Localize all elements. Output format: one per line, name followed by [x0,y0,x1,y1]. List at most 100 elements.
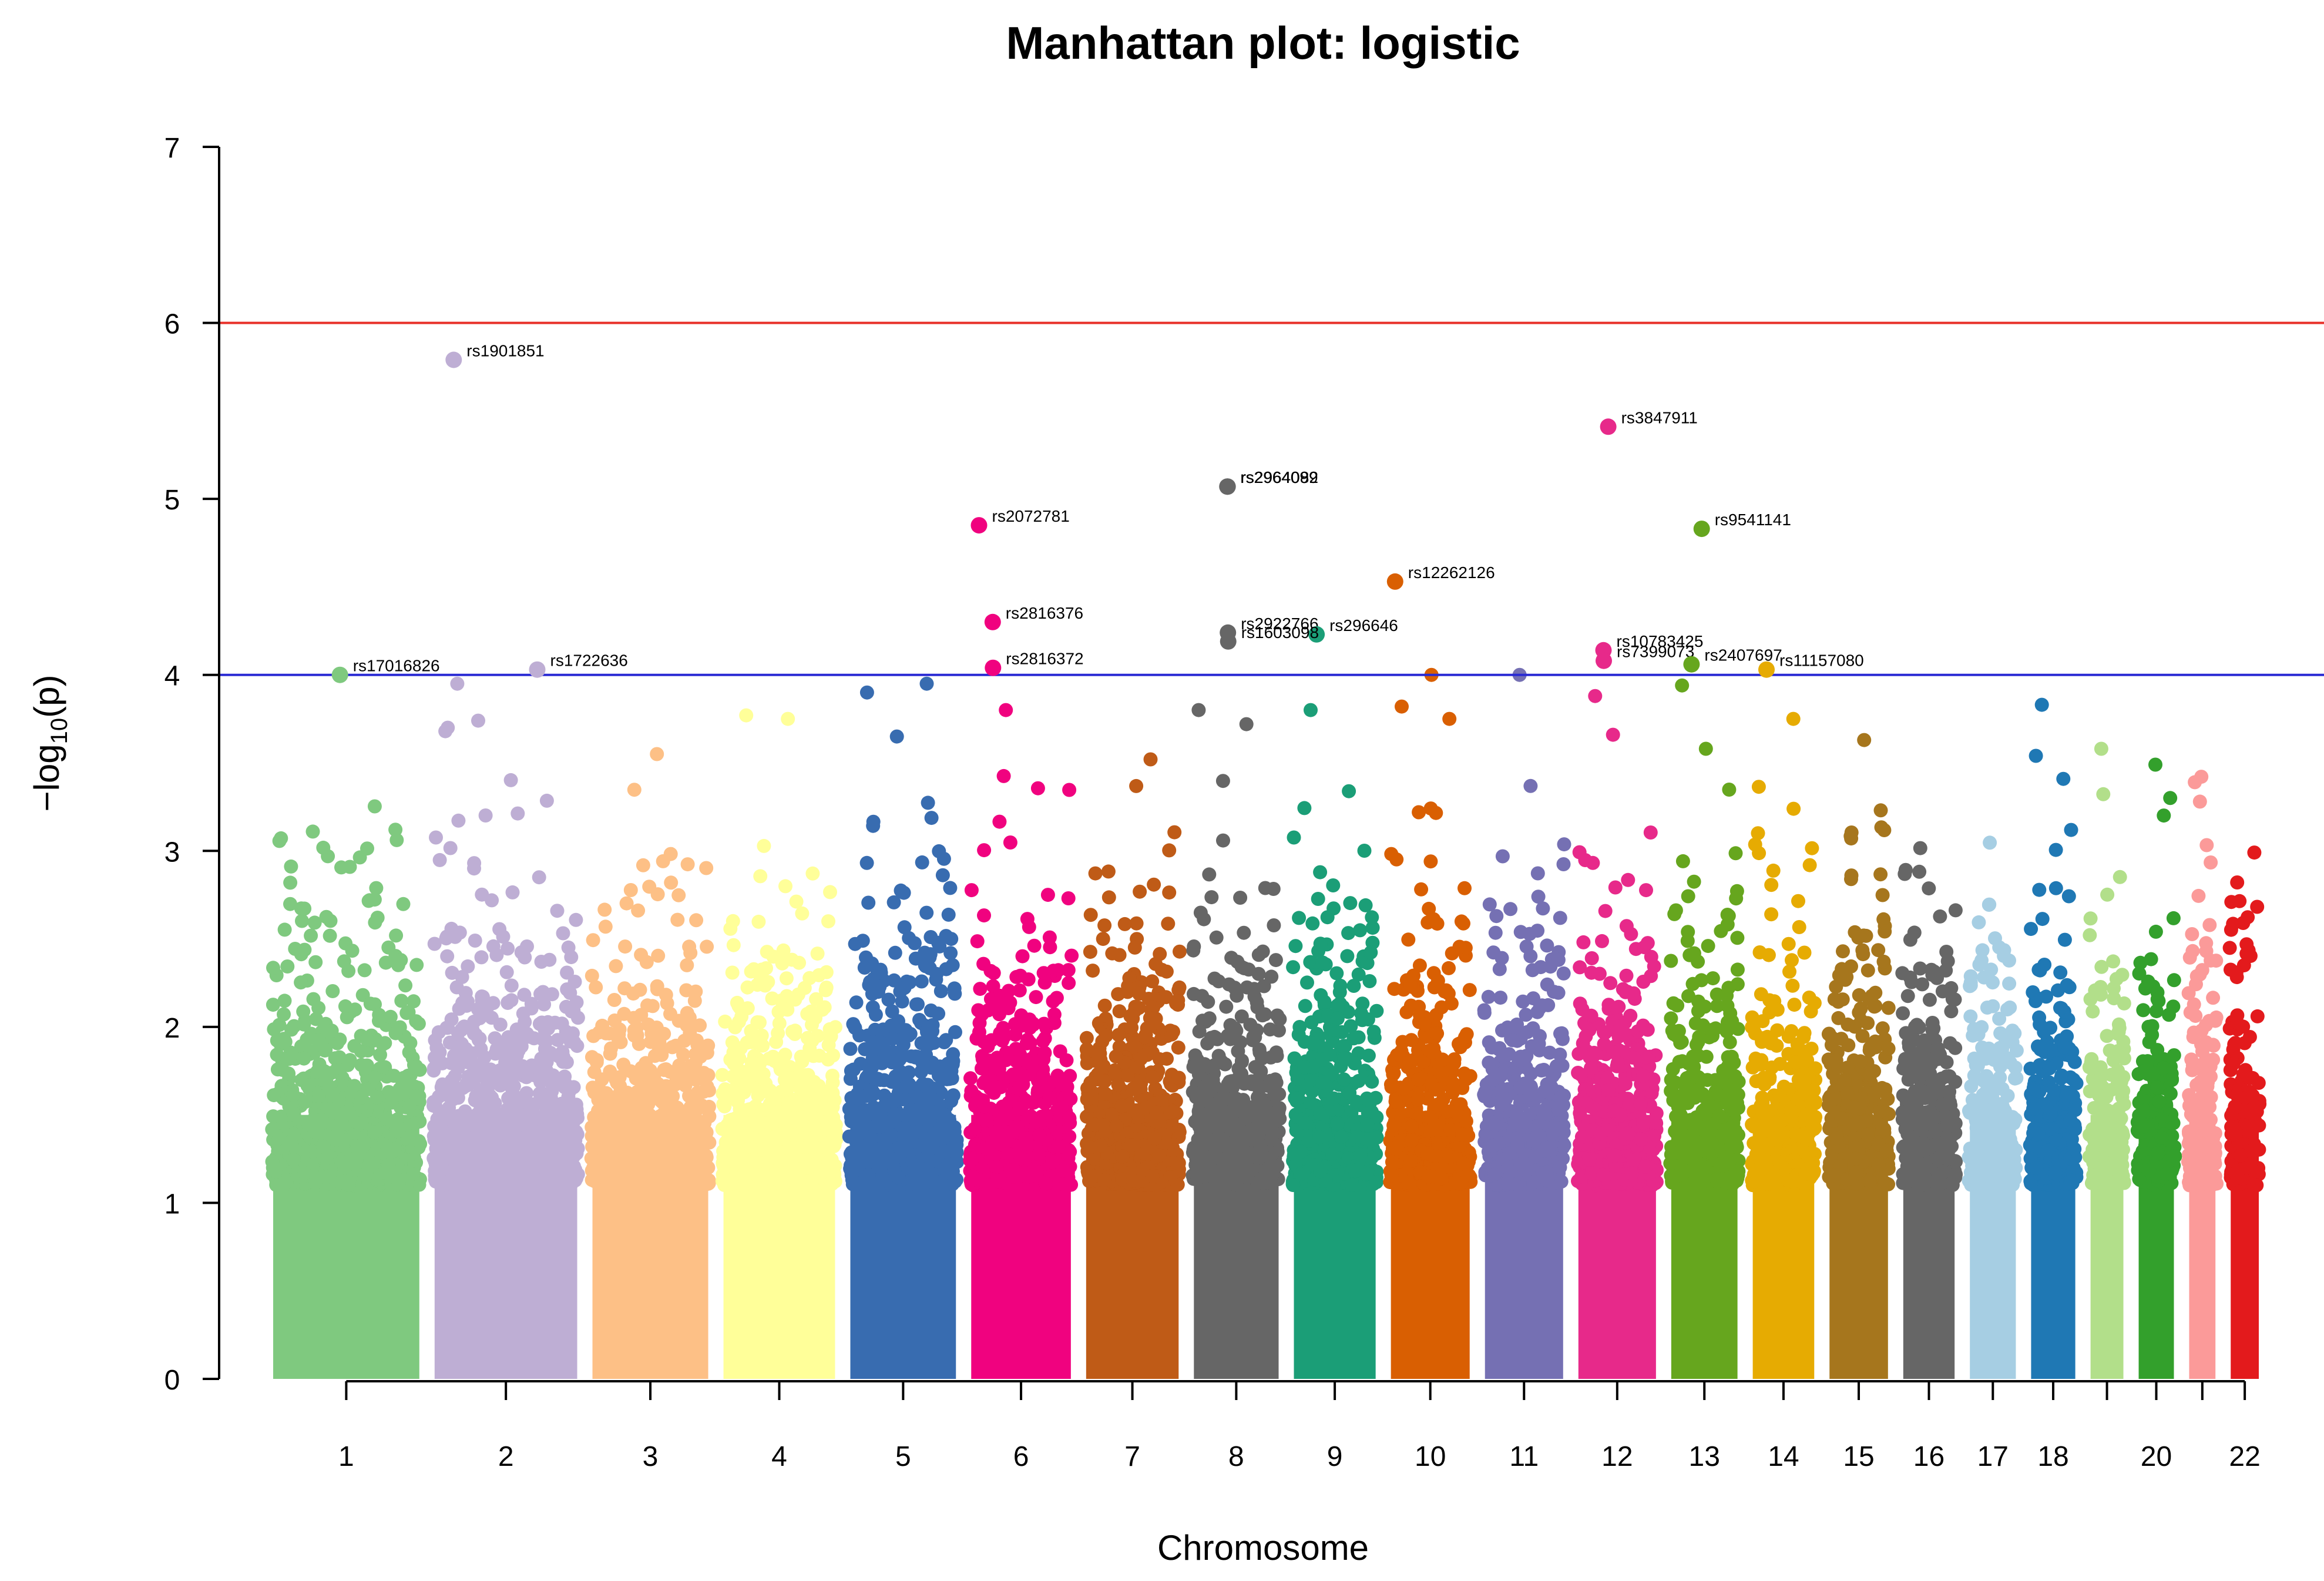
snp-point [810,946,825,961]
snp-point [631,903,646,918]
snp-point [447,1117,462,1131]
snp-point [1247,1127,1262,1142]
snp-point [357,1138,372,1153]
snp-point [939,1072,954,1086]
snp-point [715,1068,730,1082]
snp-point [394,1072,409,1086]
snp-point [472,1011,487,1025]
snp-point [730,1094,745,1109]
snp-point [696,1066,711,1080]
snp-point [283,897,297,911]
snp-point [485,893,499,908]
snp-point [1204,890,1219,905]
chromosome-3-points [584,783,717,1379]
snp-point [489,1042,504,1056]
snp-point [800,1030,815,1045]
snp-point [474,950,489,965]
snp-point [378,1060,392,1075]
snp-point [277,993,292,1008]
snp-point [503,773,518,787]
snp-point [307,915,322,930]
snp-point [1224,1136,1238,1151]
snp-point [1083,1075,1098,1090]
snp-point [438,1104,452,1119]
snp-point [1109,1119,1124,1133]
snp-point [663,1145,677,1160]
snp-point [513,1154,528,1169]
snp-point [347,1039,362,1053]
snp-point [1036,966,1051,981]
snp-point [964,883,979,898]
snp-point [693,1018,707,1033]
snp-point [798,1160,812,1175]
snp-point [323,928,337,943]
snp-point [388,823,403,837]
snp-point [941,907,956,922]
snp-point [1207,1079,1222,1093]
snp-point [859,855,874,870]
snp-point [1062,1110,1076,1125]
snp-point [795,906,810,921]
snp-point [465,1178,479,1193]
snp-point [511,1035,526,1049]
snp-point [671,888,686,902]
snp-point [886,895,901,909]
snp-point [914,1178,929,1193]
snp-point [451,1060,465,1075]
snp-point [1244,1077,1259,1092]
snp-point [740,980,755,995]
snp-point [454,1022,469,1037]
snp-point [517,988,532,1002]
snp-point [680,857,695,872]
snp-point [901,1028,916,1043]
snp-point [367,799,382,814]
snp-point [1051,963,1066,978]
snp-point [569,1097,583,1112]
snp-point [690,1085,705,1100]
snp-point [1132,986,1147,1001]
snp-point [427,936,442,951]
snp-point [751,914,766,929]
snp-point [283,875,298,890]
snp-point [1002,983,1016,998]
snp-point [725,965,740,980]
snp-point [330,1133,344,1147]
snp-point [1010,1119,1025,1134]
snp-point [270,1033,284,1048]
snp-point [559,999,573,1014]
snp-point [1211,1049,1226,1063]
snp-point [1012,1101,1027,1116]
snp-point [556,1055,570,1069]
snp-point [992,814,1007,829]
snp-point [868,1008,883,1022]
snp-point [968,1122,982,1136]
snp-point [683,1059,698,1073]
snp-point [600,1177,615,1191]
snp-point [1215,774,1230,788]
snp-point [1194,1089,1208,1104]
snp-point [1086,964,1100,978]
chromosome-2-points [426,773,585,1379]
snp-point [525,1104,540,1118]
snp-point [1300,975,1314,990]
snp-point [1097,1074,1112,1089]
snp-point [489,948,504,962]
snp-point [318,1042,333,1057]
snp-point [372,1013,386,1028]
snp-point [389,928,404,943]
snp-point [1131,1060,1146,1075]
snp-point [367,892,382,907]
snp-point [1240,1170,1254,1184]
snp-point [1166,1025,1180,1039]
snp-point [1088,866,1103,881]
snp-point [337,954,351,969]
snp-point [367,1070,382,1085]
snp-point [324,1023,339,1038]
snp-point [1254,1146,1268,1160]
snp-point [455,970,469,984]
snp-point [932,844,946,858]
snp-point [1201,1012,1216,1026]
snp-point [1036,1069,1050,1083]
snp-point [788,1027,802,1041]
